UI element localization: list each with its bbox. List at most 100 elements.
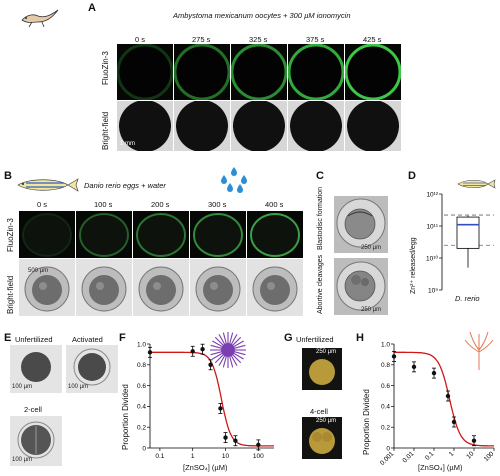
panel-b-time-label: 0 s bbox=[37, 200, 48, 209]
panel-g-image-unfertilized bbox=[302, 348, 342, 390]
y-tick-label: 0.4 bbox=[381, 404, 390, 411]
panel-b-fluor-image bbox=[133, 211, 189, 258]
panel-g-scale-1: 250 µm bbox=[316, 349, 337, 355]
panel-e-scale-3: 100 µm bbox=[12, 457, 33, 463]
data-point bbox=[147, 350, 153, 355]
panel-a-brightfield-image bbox=[288, 101, 344, 151]
panel-f-label: F bbox=[119, 332, 126, 344]
panel-c-row1-label: Blastodisc formation bbox=[317, 186, 324, 250]
panel-a-row2-label: Bright-field bbox=[101, 111, 110, 150]
panel-b-fluor-image bbox=[190, 211, 246, 258]
panel-g-scale-2: 250 µm bbox=[316, 418, 337, 424]
panel-a-time-label: 0 s bbox=[135, 35, 146, 44]
y-tick-label: 1.0 bbox=[381, 341, 390, 348]
panel-e-image-unfertilized bbox=[10, 345, 62, 393]
x-tick-label: 1 bbox=[191, 453, 195, 460]
panel-d-ylabel: Zn²⁺ released/egg bbox=[410, 237, 417, 294]
data-point bbox=[471, 438, 477, 443]
panel-d-xlabel: D. rerio bbox=[455, 294, 480, 303]
panel-d-box-plot: 10⁹ 10¹⁰ 10¹¹ 10¹² bbox=[426, 192, 494, 295]
data-point bbox=[233, 438, 238, 443]
zebrafish-icon bbox=[17, 178, 79, 192]
x-tick-label: 0.1 bbox=[155, 453, 164, 460]
data-point bbox=[256, 442, 261, 448]
y-tick-label: 0.2 bbox=[381, 425, 390, 432]
x-tick-label: 0.1 bbox=[424, 450, 436, 462]
x-tick-label: 100 bbox=[253, 453, 264, 460]
data-point bbox=[431, 370, 437, 376]
panel-b-row1-label: FluoZin-3 bbox=[6, 218, 15, 252]
y-tick-label: 0.6 bbox=[137, 383, 146, 390]
panel-e-scale-1: 100 µm bbox=[12, 384, 33, 390]
panel-b-brightfield-image bbox=[133, 259, 189, 316]
y-tick-label: 0.6 bbox=[381, 383, 390, 390]
zebrafish-small-icon bbox=[457, 179, 496, 189]
panel-h-xlabel: [ZnSO₄] (µM) bbox=[418, 463, 463, 472]
y-tick-label: 0.2 bbox=[137, 425, 146, 432]
panel-d-tick-label: 10¹² bbox=[426, 192, 438, 199]
panel-b-brightfield-image bbox=[190, 259, 246, 316]
panel-b-brightfield-image bbox=[19, 259, 75, 316]
panel-a-time-label: 425 s bbox=[363, 35, 382, 44]
panel-a-label: A bbox=[88, 2, 96, 14]
panel-g-label: G bbox=[284, 332, 293, 344]
panel-e-label: E bbox=[4, 332, 12, 344]
panel-e-label-activated: Activated bbox=[72, 335, 103, 344]
panel-b-fluor-image bbox=[247, 211, 303, 258]
panel-b-label: B bbox=[4, 170, 12, 182]
panel-b-brightfield-image bbox=[76, 259, 132, 316]
panel-a-brightfield-image bbox=[345, 101, 401, 151]
water-drops-icon bbox=[221, 167, 247, 193]
panel-b-time-label: 100 s bbox=[94, 200, 113, 209]
data-point bbox=[223, 435, 228, 440]
panel-d-tick-label: 10⁹ bbox=[428, 288, 438, 295]
panel-g-label-4cell: 4-cell bbox=[310, 407, 328, 416]
sea-urchin-icon bbox=[210, 332, 246, 368]
y-tick-label: 0 bbox=[142, 445, 146, 452]
x-tick-label: 10 bbox=[222, 453, 230, 460]
panel-b-row2-label: Bright-field bbox=[6, 275, 15, 314]
panel-e-image-activated bbox=[66, 345, 118, 393]
panel-a-time-label: 275 s bbox=[192, 35, 211, 44]
panel-a-title: Ambystoma mexicanum oocytes + 300 µM ion… bbox=[173, 11, 351, 20]
data-point bbox=[190, 349, 195, 354]
data-point bbox=[391, 354, 397, 359]
data-point bbox=[445, 393, 451, 399]
panel-e-label-2cell: 2-cell bbox=[24, 405, 42, 414]
data-point bbox=[200, 347, 205, 352]
panel-a-brightfield-image bbox=[117, 101, 173, 151]
panel-f-dose-response-chart: 0 0.2 0.4 0.6 0.8 1.0 0.1 1 10 100 bbox=[137, 341, 274, 460]
panel-f-xlabel: [ZnSO₄] (µM) bbox=[183, 463, 228, 472]
panel-d-box bbox=[456, 216, 480, 249]
panel-c-scale-1: 250 µm bbox=[361, 245, 382, 251]
y-tick-label: 1.0 bbox=[137, 341, 146, 348]
data-point bbox=[208, 362, 213, 367]
panel-a-fluor-image bbox=[231, 44, 287, 100]
x-tick-label: 1 bbox=[448, 450, 456, 458]
panel-a-scale: 1 mm bbox=[120, 141, 135, 147]
panel-a-fluor-image bbox=[288, 44, 344, 100]
panel-c-label: C bbox=[316, 170, 324, 182]
fit-curve bbox=[394, 351, 494, 447]
panel-g-image-4cell bbox=[302, 417, 342, 459]
panel-c-image-blastodisc bbox=[334, 196, 388, 253]
y-tick-label: 0.8 bbox=[137, 362, 146, 369]
panel-c-image-abortive bbox=[334, 258, 388, 315]
hydroid-icon bbox=[464, 331, 494, 370]
panel-b-title: Danio rerio eggs + water bbox=[84, 181, 166, 190]
panel-d-tick-label: 10¹¹ bbox=[426, 224, 438, 231]
panel-e-scale-2: 100 µm bbox=[68, 384, 89, 390]
panel-a-row1-label: FluoZin-3 bbox=[101, 51, 110, 85]
panel-c-row2-label: Abortive cleavages bbox=[317, 254, 324, 314]
x-tick-label: 0.001 bbox=[379, 450, 396, 466]
panel-b-time-label: 200 s bbox=[151, 200, 170, 209]
x-tick-label: 100 bbox=[483, 450, 496, 463]
panel-a-fluor-image bbox=[117, 44, 173, 100]
panel-h-dose-response-chart: 0 0.2 0.4 0.6 0.8 1.0 0.001 0.01 0.1 1 10 100 bbox=[379, 341, 496, 466]
panel-b-time-label: 300 s bbox=[208, 200, 227, 209]
data-point bbox=[451, 419, 457, 425]
panel-h-ylabel: Proportion Divided bbox=[362, 389, 371, 455]
panel-a-brightfield-image bbox=[174, 101, 230, 151]
panel-c-scale-2: 250 µm bbox=[361, 307, 382, 313]
panel-d-tick-label: 10¹⁰ bbox=[426, 255, 438, 263]
